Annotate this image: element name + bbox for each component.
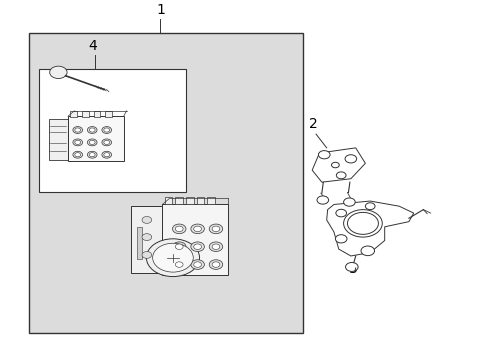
Circle shape: [142, 234, 151, 240]
Circle shape: [146, 239, 199, 276]
Text: 2: 2: [308, 117, 317, 131]
Circle shape: [335, 209, 346, 217]
Circle shape: [89, 153, 95, 157]
Circle shape: [75, 140, 81, 144]
Bar: [131, 206, 162, 273]
Text: 3: 3: [348, 262, 357, 276]
Circle shape: [102, 139, 111, 146]
Bar: [196, 197, 204, 204]
Circle shape: [190, 242, 204, 252]
Bar: [82, 111, 89, 117]
Circle shape: [316, 196, 328, 204]
Circle shape: [343, 198, 354, 206]
Bar: [207, 197, 215, 204]
Circle shape: [103, 153, 109, 157]
Circle shape: [193, 244, 201, 249]
Circle shape: [345, 155, 356, 163]
Bar: [70, 111, 77, 117]
Circle shape: [172, 260, 185, 269]
Circle shape: [345, 262, 357, 271]
Circle shape: [103, 128, 109, 132]
Circle shape: [343, 210, 382, 237]
Polygon shape: [311, 148, 365, 182]
Circle shape: [73, 127, 82, 134]
Polygon shape: [326, 201, 413, 256]
Circle shape: [102, 151, 111, 158]
Bar: [137, 227, 142, 260]
Circle shape: [73, 139, 82, 146]
Circle shape: [175, 262, 183, 267]
Circle shape: [75, 128, 81, 132]
Text: 1: 1: [156, 4, 164, 17]
Bar: [162, 204, 227, 275]
Circle shape: [172, 224, 185, 234]
Circle shape: [103, 140, 109, 144]
Circle shape: [89, 128, 95, 132]
Circle shape: [360, 246, 374, 256]
Circle shape: [212, 262, 220, 267]
Circle shape: [331, 162, 339, 168]
Bar: [185, 197, 193, 204]
Bar: [94, 111, 100, 117]
Circle shape: [190, 224, 204, 234]
Bar: [68, 116, 123, 161]
Circle shape: [142, 252, 151, 258]
Bar: [164, 197, 172, 204]
Bar: [49, 119, 68, 160]
Circle shape: [209, 224, 223, 234]
Circle shape: [102, 127, 111, 134]
Circle shape: [209, 260, 223, 269]
Circle shape: [87, 127, 97, 134]
Circle shape: [347, 212, 378, 234]
Circle shape: [175, 244, 183, 249]
Circle shape: [152, 243, 193, 272]
Circle shape: [142, 216, 151, 223]
Bar: [105, 111, 112, 117]
Circle shape: [190, 260, 204, 269]
Circle shape: [73, 151, 82, 158]
Circle shape: [209, 242, 223, 252]
Circle shape: [365, 203, 374, 210]
Bar: [29, 33, 302, 333]
Circle shape: [175, 226, 183, 231]
Circle shape: [75, 153, 81, 157]
Circle shape: [89, 140, 95, 144]
Text: 4: 4: [88, 40, 97, 54]
Circle shape: [193, 226, 201, 231]
Bar: [175, 197, 183, 204]
Circle shape: [50, 66, 67, 78]
Circle shape: [335, 235, 346, 243]
Circle shape: [87, 139, 97, 146]
Bar: [39, 69, 186, 193]
Circle shape: [87, 151, 97, 158]
Circle shape: [336, 172, 346, 179]
Circle shape: [193, 262, 201, 267]
Circle shape: [212, 226, 220, 231]
Circle shape: [318, 150, 329, 159]
Circle shape: [172, 242, 185, 252]
Circle shape: [212, 244, 220, 249]
